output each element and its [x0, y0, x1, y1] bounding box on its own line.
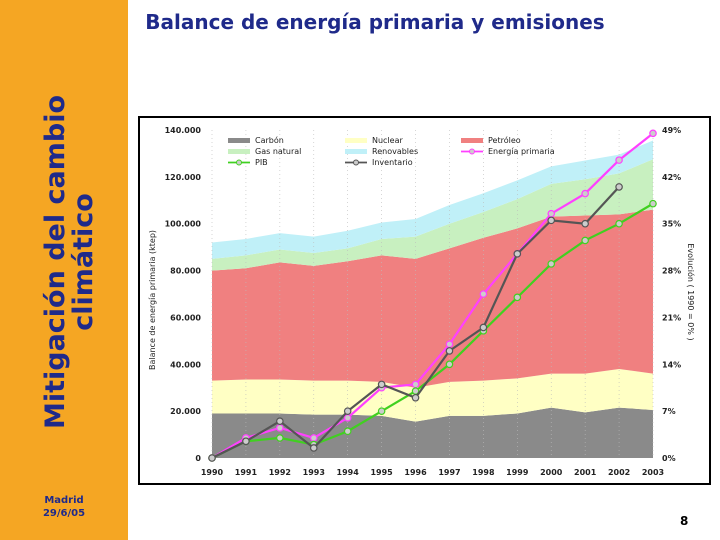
- y-tick-label: 80.000: [170, 267, 201, 276]
- point-pib: [649, 199, 657, 208]
- x-tick-label: 1999: [506, 468, 529, 477]
- x-tick-label: 1991: [235, 468, 258, 477]
- chart-legend: Carbón Nuclear Petróleo Gas natural Renovabl…: [228, 135, 555, 167]
- y2-tick-label: 14%: [662, 360, 681, 369]
- point-pib: [547, 260, 556, 268]
- point-energ-a-primaria: [445, 340, 454, 349]
- point-energ-a-primaria: [581, 189, 589, 198]
- legend-marker-inventario: [353, 159, 359, 166]
- x-tick-label: 1995: [370, 468, 393, 477]
- point-inventario: [615, 183, 623, 191]
- point-pib: [276, 434, 284, 442]
- legend-swatch-nuclear: [345, 138, 367, 143]
- legend-swatch-carb-n: [228, 138, 250, 143]
- point-inventario: [208, 454, 216, 462]
- y-tick-label: 0: [195, 454, 201, 463]
- x-tick-label: 1990: [201, 468, 224, 477]
- point-pib: [377, 407, 386, 415]
- area-renovables: [212, 140, 653, 259]
- y2-tick-label: 21%: [662, 313, 681, 322]
- line-pib: [211, 202, 654, 459]
- y-axis-label: Balance de energía primaria (ktep): [148, 230, 157, 370]
- stacked-areas: [212, 140, 653, 458]
- y-tick-label: 60.000: [170, 313, 201, 322]
- x-tick-label: 1997: [438, 468, 460, 477]
- y-tick-label: 40.000: [170, 360, 201, 369]
- legend-label-petr-leo: Petróleo: [488, 135, 521, 145]
- point-inventario: [276, 417, 284, 425]
- y-tick-label: 20.000: [170, 407, 201, 416]
- line-energ-a-primaria: [211, 132, 654, 459]
- point-inventario: [309, 444, 318, 452]
- y-tick-label: 140.000: [165, 126, 202, 135]
- legend-label-nuclear: Nuclear: [372, 136, 404, 145]
- point-energ-a-primaria: [411, 380, 420, 389]
- point-inventario: [547, 216, 556, 225]
- x-tick-label: 2000: [540, 468, 563, 477]
- legend-marker-pib: [236, 159, 242, 166]
- y2-tick-label: 42%: [662, 173, 681, 182]
- x-tick-label: 2003: [642, 468, 664, 477]
- y2-axis-label: Evolución ( 1990 = 0% ): [686, 243, 696, 340]
- point-pib: [615, 219, 623, 228]
- x-tick-label: 1993: [303, 468, 325, 477]
- point-energ-a-primaria: [343, 414, 352, 422]
- point-inventario: [242, 437, 250, 446]
- area-petr-leo: [212, 209, 653, 388]
- y-tick-label: 100.000: [165, 220, 202, 229]
- legend-marker-energ-a-primaria: [469, 148, 475, 155]
- point-energ-a-primaria: [649, 129, 657, 138]
- y2-tick-label: 0%: [662, 454, 676, 463]
- y2-tick-label: 28%: [662, 267, 681, 276]
- x-tick-label: 1998: [472, 468, 495, 477]
- point-pib: [343, 427, 352, 436]
- point-inventario: [411, 393, 420, 402]
- y2-tick-label: 49%: [662, 126, 681, 135]
- percent-lines: [208, 129, 657, 462]
- legend-swatch-renovables: [345, 149, 367, 154]
- footer-place: Madrid: [44, 495, 84, 506]
- legend-label-renovables: Renovables: [372, 147, 418, 156]
- page-number: 8: [680, 514, 689, 528]
- x-tick-label: 2001: [574, 468, 597, 477]
- x-tick-label: 2002: [608, 468, 630, 477]
- point-inventario: [445, 347, 454, 355]
- area-carb-n: [212, 407, 653, 458]
- point-inventario: [479, 323, 488, 332]
- y2-tick-label: 35%: [662, 220, 681, 229]
- axes: 0 20.000 40.000 60.000 80.000 100.000 120.000 1…: [165, 126, 682, 477]
- sidebar-footer: Madrid 29/6/05: [0, 494, 128, 520]
- legend-label-energ-a-primaria: Energía primaria: [488, 147, 555, 156]
- point-energ-a-primaria: [276, 424, 284, 432]
- point-pib: [513, 293, 522, 302]
- point-inventario: [581, 219, 589, 228]
- y-tick-label: 120.000: [165, 173, 202, 182]
- area-gas-natural: [212, 159, 653, 271]
- point-inventario: [513, 250, 522, 258]
- legend-swatch-petr-leo: [461, 138, 483, 143]
- point-energ-a-primaria: [479, 290, 488, 298]
- x-tick-label: 1994: [337, 468, 360, 477]
- point-energ-a-primaria: [309, 434, 318, 442]
- point-pib: [445, 360, 454, 369]
- legend-swatch-gas-natural: [228, 149, 250, 154]
- point-inventario: [343, 407, 352, 415]
- legend-label-carb-n: Carbón: [255, 135, 284, 145]
- x-tick-label: 1992: [269, 468, 291, 477]
- sidebar: [0, 0, 128, 540]
- area-nuclear: [212, 368, 653, 422]
- point-energ-a-primaria: [547, 209, 556, 218]
- slide-title: Balance de energía primaria y emisiones: [145, 10, 605, 34]
- point-energ-a-primaria: [615, 156, 623, 164]
- point-pib: [581, 236, 589, 245]
- y2-tick-label: 7%: [662, 407, 676, 416]
- point-inventario: [377, 380, 386, 389]
- legend-label-gas-natural: Gas natural: [255, 147, 301, 156]
- x-tick-label: 1996: [404, 468, 427, 477]
- legend-label-pib: PIB: [255, 158, 268, 167]
- legend-label-inventario: Inventario: [372, 158, 413, 167]
- footer-date: 29/6/05: [42, 508, 86, 519]
